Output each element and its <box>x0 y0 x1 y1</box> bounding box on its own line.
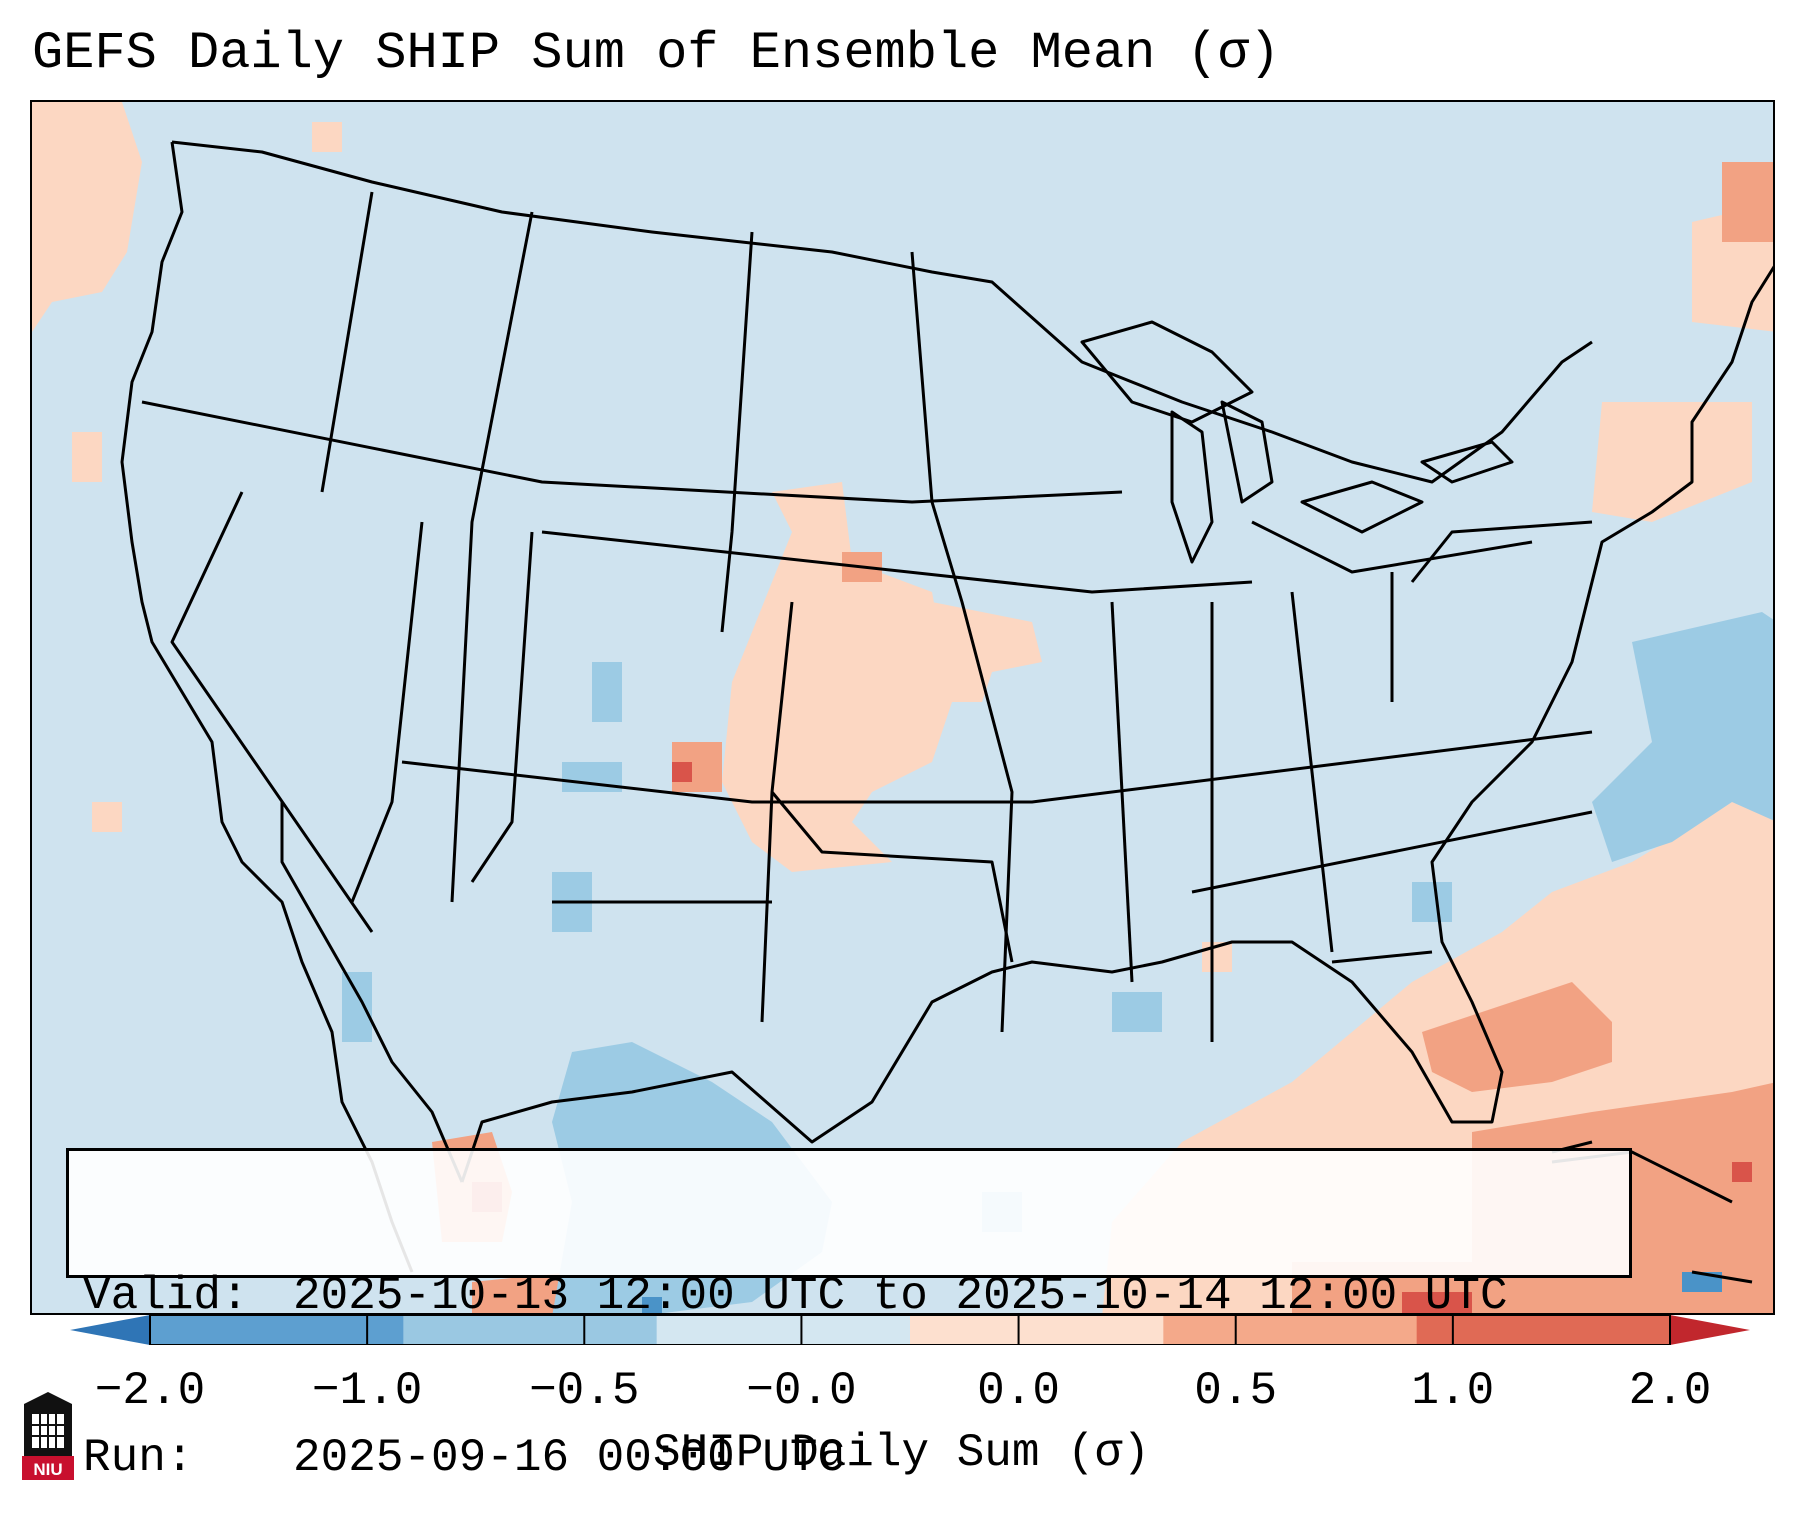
colorbar-extend-low <box>70 1315 150 1345</box>
colorbar-label: SHIP Daily Sum (σ) <box>653 1427 1150 1479</box>
colorbar-segment <box>1416 1315 1671 1345</box>
colorbar-tick-label: 0.0 <box>977 1365 1060 1417</box>
anomaly-patches-strong-negative <box>642 1272 1722 1313</box>
valid-label: Valid: <box>83 1270 249 1322</box>
map-frame <box>30 100 1775 1315</box>
colorbar-segment <box>1163 1315 1418 1345</box>
colorbar-tick-label: −0.0 <box>746 1365 857 1417</box>
colorbar-tick-label: −2.0 <box>94 1365 206 1417</box>
run-row: Run: 2025-09-16 00:00 UTC <box>83 1431 1615 1485</box>
colorbar-segment <box>910 1315 1164 1345</box>
run-value: 2025-09-16 00:00 UTC <box>293 1432 846 1484</box>
colorbar-tick-label: 0.5 <box>1194 1365 1278 1417</box>
university-tower-icon: NIU <box>22 1392 74 1480</box>
colorbar-segment <box>656 1315 911 1345</box>
map-canvas <box>32 102 1773 1313</box>
colorbar-segment <box>403 1315 658 1345</box>
valid-row: Valid: 2025-10-13 12:00 UTC to 2025-10-14… <box>83 1269 1615 1323</box>
colorbar-segments <box>149 1315 1671 1345</box>
logo-text: NIU <box>33 1460 62 1479</box>
colorbar-tick-label: −0.5 <box>529 1365 640 1417</box>
colorbar-tick-label: 2.0 <box>1628 1365 1712 1417</box>
colorbar <box>70 1315 1750 1345</box>
colorbar-tick-label: −1.0 <box>311 1365 423 1417</box>
colorbar-tick-label: 1.0 <box>1411 1365 1495 1417</box>
valid-info-box: Valid: 2025-10-13 12:00 UTC to 2025-10-14… <box>66 1148 1632 1484</box>
run-label: Run: <box>83 1432 194 1484</box>
colorbar-outline <box>149 1315 1671 1345</box>
colorbar-extend-high <box>1670 1315 1750 1345</box>
colorbar-segment <box>150 1315 404 1345</box>
valid-value: 2025-10-13 12:00 UTC to 2025-10-14 12:00… <box>293 1270 1508 1322</box>
basemap-borders <box>120 140 1773 1273</box>
chart-title: GEFS Daily SHIP Sum of Ensemble Mean (σ) <box>32 24 1281 83</box>
